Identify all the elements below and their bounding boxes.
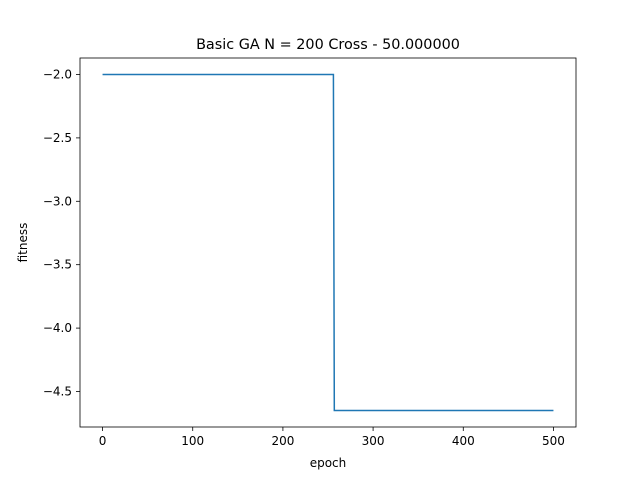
plot-background [80,58,576,427]
plot-frame [79,57,577,428]
y-axis-ticks: −2.0 −2.5 −3.0 −3.5 −4.0 −4.5 [43,67,80,398]
x-axis-ticks: 0 100 200 300 400 500 [99,427,565,448]
x-tick-label: 100 [181,434,204,448]
y-tick-label: −4.5 [43,384,72,398]
x-tick-label: 400 [452,434,475,448]
y-tick-label: −3.5 [43,258,72,272]
series-layer [102,73,554,412]
y-tick-label: −2.5 [43,131,72,145]
x-tick-label: 200 [271,434,294,448]
series-line-1 [102,73,554,412]
x-tick-label: 500 [542,434,565,448]
x-tick-label: 0 [99,434,107,448]
y-tick-label: −4.0 [43,321,72,335]
y-tick-label: −2.0 [43,67,72,81]
x-tick-label: 300 [362,434,385,448]
x-axis-label: epoch [310,456,347,470]
y-tick-label: −3.0 [43,194,72,208]
chart-title: Basic GA N = 200 Cross - 50.000000 [196,37,460,53]
plot-area [80,58,576,427]
y-axis-label: fitness [16,223,30,263]
